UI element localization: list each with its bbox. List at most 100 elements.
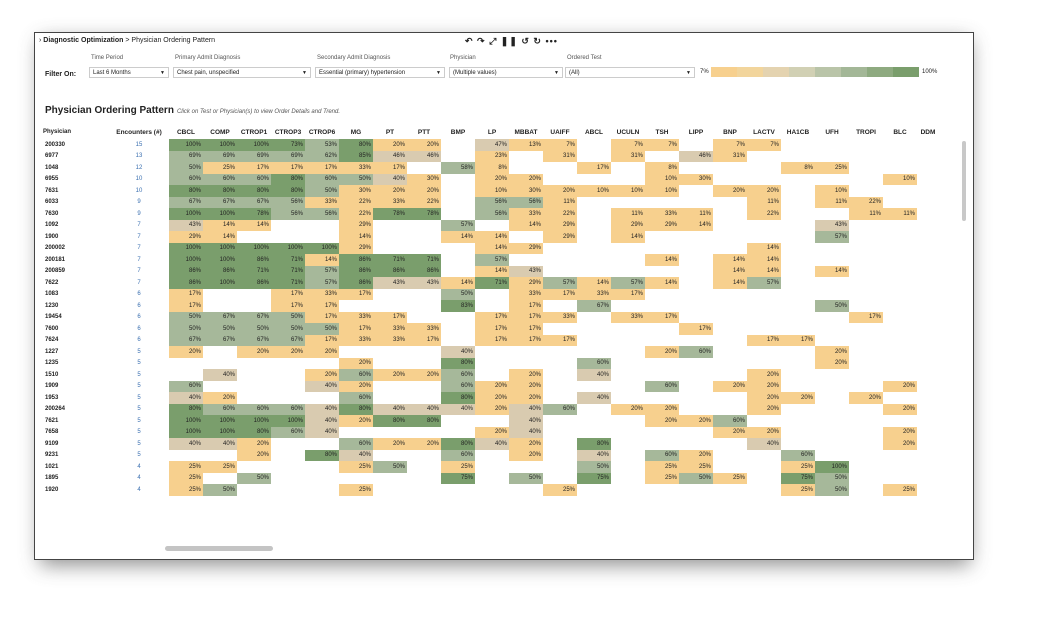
heatmap-cell[interactable] (441, 208, 475, 220)
heatmap-cell[interactable]: 20% (509, 173, 543, 185)
heatmap-cell[interactable]: 14% (747, 265, 781, 277)
heatmap-cell[interactable]: 40% (373, 403, 407, 415)
heatmap-cell[interactable] (883, 335, 917, 347)
heatmap-cell[interactable] (441, 254, 475, 266)
heatmap-cell[interactable] (883, 312, 917, 324)
heatmap-cell[interactable]: 14% (747, 242, 781, 254)
heatmap-cell[interactable] (611, 484, 645, 496)
heatmap-cell[interactable]: 60% (169, 173, 203, 185)
heatmap-cell[interactable] (713, 438, 747, 450)
heatmap-cell[interactable] (849, 266, 883, 278)
heatmap-cell[interactable] (679, 438, 713, 450)
heatmap-cell[interactable] (883, 323, 917, 335)
heatmap-cell[interactable]: 46% (373, 150, 407, 162)
heatmap-cell[interactable]: 14% (237, 219, 271, 231)
heatmap-cell[interactable] (883, 461, 917, 473)
heatmap-cell[interactable] (271, 231, 305, 243)
heatmap-cell[interactable] (373, 231, 407, 243)
heatmap-cell[interactable]: 40% (339, 449, 373, 461)
heatmap-cell[interactable]: 14% (475, 231, 509, 243)
heatmap-cell[interactable]: 14% (815, 265, 849, 277)
heatmap-cell[interactable]: 14% (645, 254, 679, 266)
heatmap-cell[interactable] (237, 461, 271, 473)
heatmap-cell[interactable]: 40% (373, 173, 407, 185)
heatmap-cell[interactable] (815, 404, 849, 416)
heatmap-cell[interactable]: 100% (169, 208, 203, 220)
heatmap-cell[interactable] (645, 438, 679, 450)
heatmap-cell[interactable] (917, 266, 939, 278)
heatmap-cell[interactable] (577, 484, 611, 496)
heatmap-cell[interactable]: 80% (339, 403, 373, 415)
heatmap-cell[interactable]: 29% (339, 219, 373, 231)
heatmap-cell[interactable] (475, 300, 509, 312)
heatmap-cell[interactable]: 80% (407, 415, 441, 427)
heatmap-cell[interactable] (645, 289, 679, 301)
heatmap-cell[interactable]: 50% (815, 472, 849, 484)
column-header-lipp[interactable]: LIPP (688, 128, 704, 136)
heatmap-cell[interactable]: 60% (441, 380, 475, 392)
heatmap-cell[interactable] (781, 323, 815, 335)
heatmap-cell[interactable]: 50% (441, 288, 475, 300)
heatmap-cell[interactable] (237, 381, 271, 393)
heatmap-cell[interactable]: 14% (577, 277, 611, 289)
heatmap-cell[interactable] (849, 484, 883, 496)
heatmap-cell[interactable]: 60% (679, 346, 713, 358)
heatmap-cell[interactable] (237, 392, 271, 404)
table-row[interactable]: 6955 10 60% 60% 60% 80% 60% 50% 40% 30% 20% 20% 10% 3… (43, 173, 939, 185)
heatmap-cell[interactable]: 80% (203, 185, 237, 197)
heatmap-cell[interactable]: 100% (169, 242, 203, 254)
heatmap-cell[interactable] (713, 484, 747, 496)
heatmap-cell[interactable]: 25% (169, 484, 203, 496)
heatmap-cell[interactable] (407, 300, 441, 312)
heatmap-cell[interactable] (815, 381, 849, 393)
heatmap-cell[interactable]: 56% (475, 196, 509, 208)
heatmap-cell[interactable] (271, 392, 305, 404)
heatmap-cell[interactable] (271, 220, 305, 232)
heatmap-cell[interactable]: 60% (441, 369, 475, 381)
heatmap-cell[interactable] (203, 381, 237, 393)
heatmap-cell[interactable] (849, 381, 883, 393)
heatmap-cell[interactable]: 20% (645, 403, 679, 415)
column-header-ha1cb[interactable]: HA1CB (786, 128, 810, 136)
heatmap-cell[interactable] (849, 162, 883, 174)
heatmap-cell[interactable]: 20% (509, 438, 543, 450)
heatmap-cell[interactable] (679, 369, 713, 381)
heatmap-cell[interactable]: 30% (339, 185, 373, 197)
heatmap-cell[interactable] (645, 231, 679, 243)
heatmap-cell[interactable] (781, 197, 815, 209)
heatmap-cell[interactable] (917, 369, 939, 381)
heatmap-cell[interactable]: 100% (271, 415, 305, 427)
heatmap-cell[interactable]: 71% (271, 254, 305, 266)
table-row[interactable]: 19454 6 50% 67% 67% 50% 17% 33% 17% 17% 17% 33% 33% 1… (43, 311, 939, 324)
heatmap-cell[interactable]: 60% (271, 403, 305, 415)
heatmap-cell[interactable] (543, 450, 577, 462)
heatmap-cell[interactable] (237, 484, 271, 496)
heatmap-cell[interactable] (543, 266, 577, 278)
heatmap-cell[interactable]: 25% (883, 484, 917, 496)
heatmap-cell[interactable] (747, 450, 781, 462)
heatmap-cell[interactable]: 20% (339, 380, 373, 392)
heatmap-cell[interactable]: 20% (169, 346, 203, 358)
heatmap-cell[interactable] (305, 231, 339, 243)
table-row[interactable]: 1510 5 40% 20% 60% 20% 20% 60% 20% 40% 20% (43, 369, 939, 381)
heatmap-cell[interactable] (373, 427, 407, 439)
physician-id-cell[interactable]: 9231 (45, 452, 59, 459)
heatmap-cell[interactable] (815, 289, 849, 301)
heatmap-cell[interactable]: 11% (611, 208, 645, 220)
heatmap-cell[interactable]: 58% (441, 162, 475, 174)
heatmap-cell[interactable] (849, 300, 883, 312)
heatmap-cell[interactable]: 60% (645, 380, 679, 392)
heatmap-cell[interactable] (509, 484, 543, 496)
heatmap-cell[interactable] (917, 162, 939, 174)
heatmap-cell[interactable] (441, 151, 475, 163)
heatmap-cell[interactable] (611, 438, 645, 450)
heatmap-cell[interactable] (883, 139, 917, 151)
heatmap-cell[interactable]: 69% (169, 150, 203, 162)
heatmap-cell[interactable]: 53% (305, 139, 339, 151)
heatmap-cell[interactable] (781, 243, 815, 255)
heatmap-cell[interactable]: 17% (305, 311, 339, 323)
heatmap-cell[interactable] (883, 415, 917, 427)
heatmap-cell[interactable]: 100% (237, 415, 271, 427)
heatmap-cell[interactable]: 50% (815, 484, 849, 496)
heatmap-cell[interactable]: 7% (747, 139, 781, 151)
